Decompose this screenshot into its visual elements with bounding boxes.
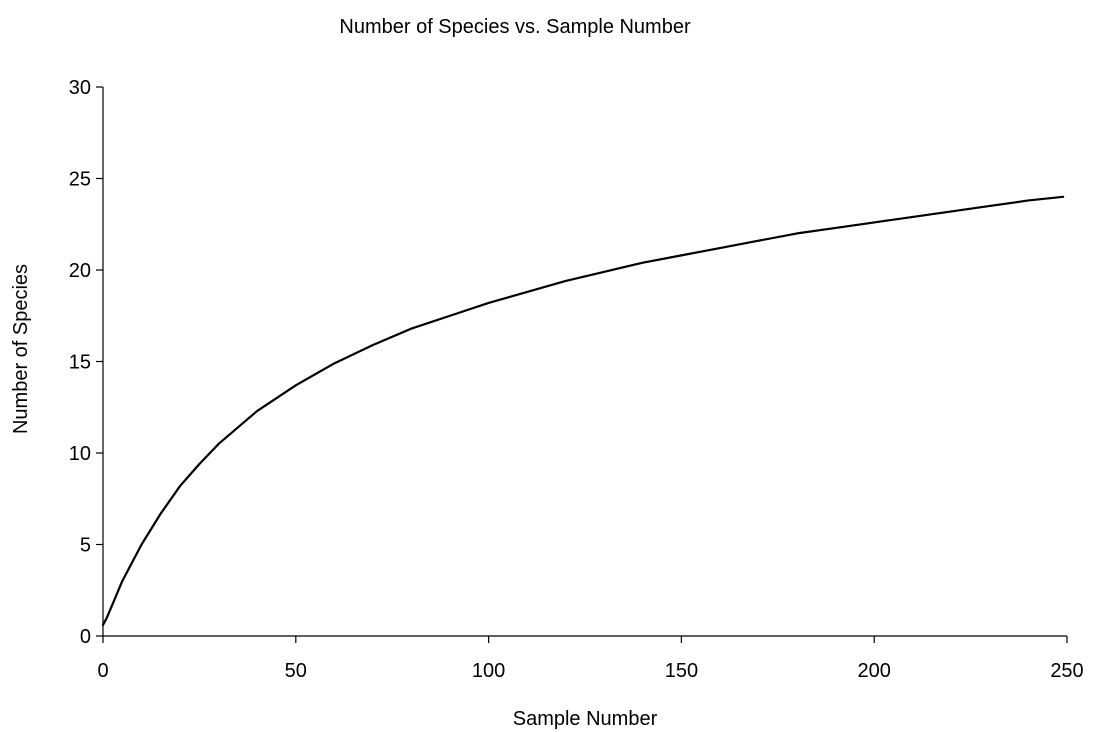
y-tick-label: 0 bbox=[80, 626, 91, 648]
y-tick-label: 20 bbox=[69, 260, 91, 282]
x-tick-label: 200 bbox=[858, 660, 891, 682]
x-tick-label: 250 bbox=[1050, 660, 1083, 682]
x-tick-label: 150 bbox=[665, 660, 698, 682]
x-axis-label: Sample Number bbox=[513, 708, 658, 730]
x-axis-ticks: 0 50 100 150 200 250 bbox=[97, 636, 1084, 682]
chart-title: Number of Species vs. Sample Number bbox=[339, 16, 691, 38]
y-tick-label: 10 bbox=[69, 443, 91, 465]
x-tick-label: 100 bbox=[472, 660, 505, 682]
y-tick-label: 30 bbox=[69, 77, 91, 99]
plot-area: 0 5 10 15 20 25 30 0 50 100 150 200 250 bbox=[69, 77, 1084, 682]
y-axis-label: Number of Species bbox=[10, 264, 32, 434]
y-tick-label: 25 bbox=[69, 169, 91, 191]
y-tick-label: 5 bbox=[80, 535, 91, 557]
x-tick-label: 50 bbox=[285, 660, 307, 682]
y-tick-label: 15 bbox=[69, 352, 91, 374]
series-group bbox=[101, 195, 1065, 627]
x-tick-label: 0 bbox=[97, 660, 108, 682]
series-line-0 bbox=[101, 195, 1065, 627]
y-axis-ticks: 0 5 10 15 20 25 30 bbox=[69, 77, 103, 648]
